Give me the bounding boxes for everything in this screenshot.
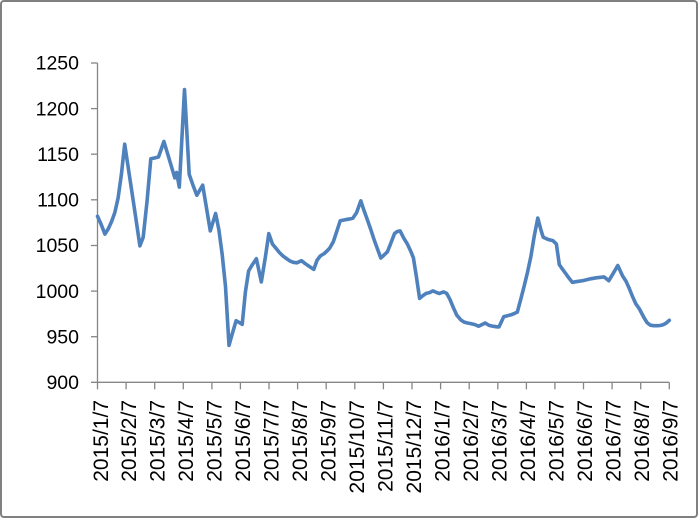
svg-text:2015/10/7: 2015/10/7 (346, 400, 369, 493)
svg-text:2015/8/7: 2015/8/7 (289, 400, 312, 482)
svg-text:2016/4/7: 2016/4/7 (517, 400, 540, 482)
svg-text:2015/6/7: 2015/6/7 (232, 400, 255, 482)
svg-text:2016/8/7: 2016/8/7 (631, 400, 654, 482)
svg-text:2016/5/7: 2016/5/7 (545, 400, 568, 482)
svg-text:2015/7/7: 2015/7/7 (261, 400, 284, 482)
svg-text:2016/2/7: 2016/2/7 (460, 400, 483, 482)
svg-text:2015/4/7: 2015/4/7 (175, 400, 198, 482)
svg-text:2015/12/7: 2015/12/7 (403, 400, 426, 493)
svg-text:2015/5/7: 2015/5/7 (204, 400, 227, 482)
svg-text:2016/9/7: 2016/9/7 (659, 400, 682, 482)
svg-text:1100: 1100 (37, 190, 79, 212)
svg-text:1000: 1000 (36, 281, 80, 303)
svg-text:2015/9/7: 2015/9/7 (318, 400, 341, 482)
svg-text:2015/1/7: 2015/1/7 (90, 400, 113, 482)
svg-text:1150: 1150 (37, 144, 79, 166)
svg-text:2015/11/7: 2015/11/7 (375, 400, 398, 492)
svg-text:1200: 1200 (36, 98, 80, 120)
svg-text:1050: 1050 (36, 235, 80, 257)
svg-text:1250: 1250 (36, 53, 80, 75)
svg-text:950: 950 (46, 326, 79, 348)
svg-text:2016/1/7: 2016/1/7 (432, 400, 455, 482)
svg-text:2016/3/7: 2016/3/7 (488, 400, 511, 482)
svg-text:2015/3/7: 2015/3/7 (147, 400, 170, 482)
svg-text:2016/6/7: 2016/6/7 (574, 400, 597, 482)
svg-text:2016/7/7: 2016/7/7 (602, 400, 625, 482)
svg-text:2015/2/7: 2015/2/7 (118, 400, 141, 482)
svg-text:900: 900 (46, 372, 79, 394)
